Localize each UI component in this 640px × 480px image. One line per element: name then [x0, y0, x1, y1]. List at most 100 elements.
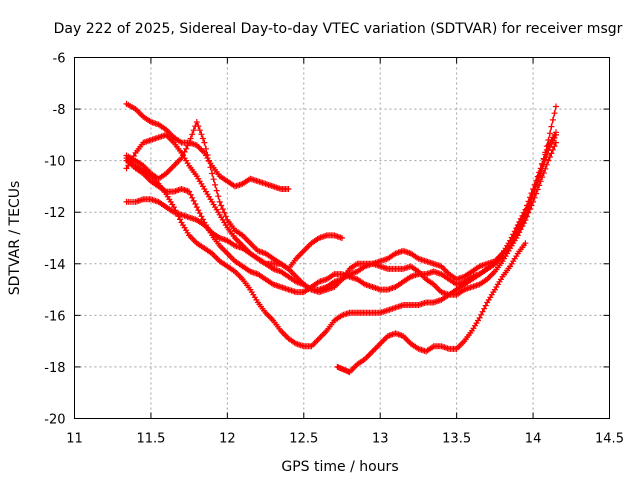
data-point-marker — [177, 216, 183, 223]
x-tick-label: 12 — [219, 432, 236, 447]
x-axis-tick-labels: 11 11.5 12 12.5 13 13.5 14 14.5 — [66, 432, 624, 447]
data-point-marker — [192, 201, 199, 207]
data-point-marker — [545, 137, 552, 143]
data-point-marker — [189, 194, 196, 201]
y-tick-label: -10 — [44, 155, 65, 170]
y-tick-label: -20 — [44, 413, 65, 428]
data-point-marker — [189, 131, 196, 138]
data-point-marker — [530, 198, 537, 205]
data-point-marker — [548, 141, 555, 148]
data-point-marker — [548, 150, 555, 157]
data-point-marker — [187, 191, 194, 198]
data-point-marker — [551, 143, 558, 150]
y-tick-label: -6 — [53, 52, 66, 67]
x-tick-label: 14.5 — [595, 432, 624, 447]
data-point-marker — [222, 213, 229, 220]
data-point-marker — [543, 143, 550, 150]
data-point-marker — [199, 216, 206, 223]
y-tick-label: -18 — [44, 361, 65, 376]
data-point-marker — [285, 186, 292, 192]
data-point-marker — [221, 209, 228, 216]
data-point-marker — [537, 178, 544, 185]
data-point-marker — [196, 210, 203, 217]
x-axis-title: GPS time / hours — [281, 459, 398, 475]
data-point-marker — [204, 152, 211, 158]
data-point-marker — [534, 186, 541, 193]
data-point-marker — [175, 213, 182, 220]
data-point-marker — [540, 170, 547, 176]
x-tick-label: 13 — [372, 432, 389, 447]
data-point-marker — [183, 145, 190, 152]
data-point-marker — [478, 311, 485, 318]
data-point-marker — [184, 142, 191, 149]
data-point-marker — [178, 155, 185, 162]
data-point-marker — [482, 302, 489, 309]
chart-title: Day 222 of 2025, Sidereal Day-to-day VTE… — [54, 21, 623, 37]
data-point-marker — [543, 161, 550, 168]
data-point-marker — [198, 131, 205, 138]
data-point-marker — [481, 305, 488, 312]
data-point-marker — [206, 158, 212, 165]
x-tick-label: 12.5 — [289, 432, 318, 447]
data-point-marker — [525, 209, 532, 216]
data-point-marker — [210, 176, 217, 183]
data-point-marker — [123, 165, 130, 172]
data-point-marker — [536, 182, 543, 189]
series-track-3 — [123, 129, 559, 350]
data-series — [123, 100, 559, 376]
data-point-marker — [193, 204, 200, 211]
grid — [74, 57, 610, 419]
data-point-marker — [195, 123, 202, 130]
data-point-marker — [187, 135, 194, 142]
data-point-marker — [339, 235, 345, 241]
y-tick-label: -14 — [44, 258, 65, 273]
data-point-marker — [522, 217, 529, 223]
x-tick-label: 13.5 — [442, 432, 471, 447]
y-axis-tick-labels: -6 -8 -10 -12 -14 -16 -18 -20 — [44, 52, 65, 428]
data-point-marker — [193, 119, 200, 125]
data-point-marker — [542, 156, 549, 163]
x-tick-label: 11 — [66, 432, 83, 447]
data-point-marker — [551, 110, 558, 117]
y-tick-label: -8 — [53, 103, 66, 118]
data-point-marker — [213, 187, 220, 194]
data-point-marker — [209, 170, 216, 177]
data-point-marker — [216, 198, 223, 205]
data-point-marker — [514, 232, 521, 239]
data-point-marker — [527, 206, 533, 213]
data-point-marker — [546, 154, 553, 160]
data-point-marker — [181, 148, 188, 155]
data-point-marker — [528, 202, 535, 209]
data-point-marker — [543, 152, 550, 158]
data-point-marker — [186, 139, 193, 146]
y-tick-label: -16 — [44, 309, 65, 324]
series-track-5 — [123, 131, 559, 296]
data-point-marker — [203, 145, 209, 152]
data-point-marker — [173, 210, 180, 217]
data-point-marker — [517, 226, 524, 233]
y-axis-title: SDTVAR / TECUs — [7, 181, 23, 296]
data-point-marker — [524, 213, 530, 220]
data-point-marker — [215, 193, 222, 200]
data-point-marker — [553, 103, 559, 110]
data-point-marker — [201, 139, 208, 146]
data-point-marker — [170, 204, 177, 211]
data-point-marker — [186, 188, 193, 195]
data-point-marker — [476, 314, 483, 321]
plot-frame — [74, 57, 610, 419]
data-point-marker — [549, 146, 556, 153]
data-point-marker — [190, 197, 197, 204]
data-point-marker — [553, 139, 559, 146]
data-point-marker — [207, 164, 214, 171]
data-point-marker — [548, 123, 555, 130]
data-point-marker — [180, 152, 186, 158]
data-point-marker — [516, 229, 523, 236]
data-point-marker — [542, 165, 549, 172]
data-point-marker — [199, 135, 206, 142]
series-track-6 — [123, 119, 559, 298]
data-point-marker — [519, 223, 526, 230]
data-point-marker — [539, 174, 546, 181]
data-point-marker — [553, 131, 559, 138]
data-point-marker — [545, 157, 552, 164]
